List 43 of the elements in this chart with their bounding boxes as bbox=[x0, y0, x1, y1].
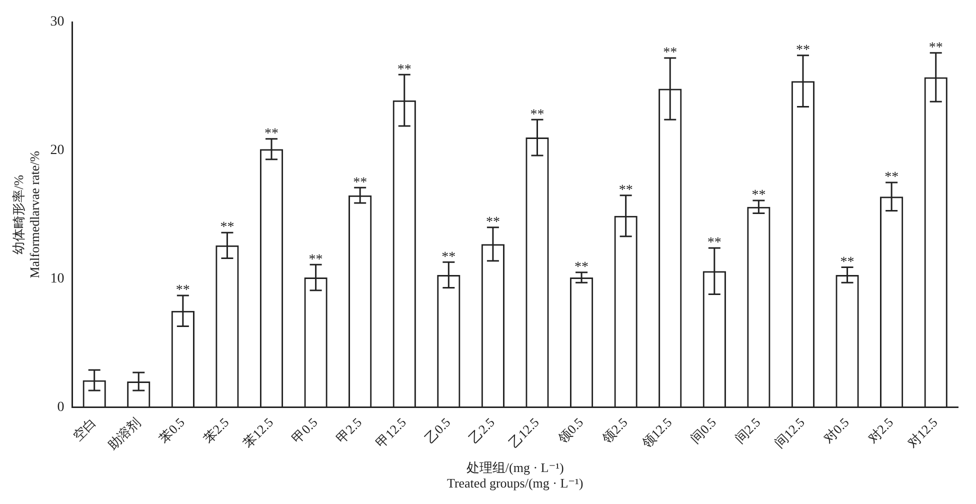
annotation: ** bbox=[220, 220, 234, 236]
x-tick-label: 对12.5 bbox=[904, 414, 940, 451]
annotation: ** bbox=[928, 40, 943, 56]
x-tick-label: 领2.5 bbox=[599, 414, 630, 446]
annotation: ** bbox=[574, 260, 589, 276]
x-tick-label: 领0.5 bbox=[554, 414, 586, 446]
x-tick-label: 甲12.5 bbox=[373, 414, 409, 451]
annotation: ** bbox=[707, 236, 722, 251]
x-tick-label: 甲2.5 bbox=[333, 414, 365, 446]
annotation: ** bbox=[486, 215, 500, 230]
annotation: ** bbox=[308, 252, 323, 268]
x-tick-label: 对0.5 bbox=[820, 414, 852, 446]
annotation: ** bbox=[397, 62, 412, 78]
y-tick-label: 20 bbox=[50, 143, 64, 158]
annotation: ** bbox=[884, 170, 899, 186]
annotation: ** bbox=[176, 283, 190, 298]
x-tick-label: 空白 bbox=[70, 414, 99, 444]
y-tick-label: 0 bbox=[57, 400, 64, 415]
y-tick-label: 10 bbox=[50, 271, 64, 286]
annotation: ** bbox=[530, 107, 544, 122]
annotation: ** bbox=[618, 183, 633, 198]
y-axis-title: 幼体畸形率/% Malformedlarvae rate/% bbox=[11, 150, 42, 278]
annotation: ** bbox=[796, 43, 810, 58]
y-tick-label: 30 bbox=[50, 14, 64, 30]
annotation: ** bbox=[264, 126, 279, 142]
x-tick-label: 间12.5 bbox=[772, 414, 808, 451]
x-tick-label: 苯0.5 bbox=[156, 414, 188, 446]
x-tick-label: 甲0.5 bbox=[289, 414, 320, 446]
x-tick-label: 乙0.5 bbox=[422, 414, 454, 446]
x-tick-label: 助溶剂 bbox=[104, 414, 144, 453]
x-tick-label: 苯2.5 bbox=[200, 414, 232, 446]
annotation: ** bbox=[840, 254, 854, 270]
x-tick-label: 对2.5 bbox=[864, 414, 896, 446]
x-tick-label: 乙12.5 bbox=[506, 414, 542, 451]
x-tick-label: 乙2.5 bbox=[466, 414, 498, 446]
annotation: ** bbox=[442, 250, 456, 265]
x-axis-title: 处理组/(mg · L⁻¹) Treated groups/(mg · L⁻¹) bbox=[446, 460, 584, 491]
annotation: ** bbox=[663, 46, 678, 61]
x-tick-label: 间2.5 bbox=[732, 414, 764, 446]
x-tick-label: 间0.5 bbox=[688, 414, 719, 446]
annotation: ** bbox=[752, 188, 766, 204]
annotation: ** bbox=[353, 175, 368, 190]
x-tick-label: 苯12.5 bbox=[240, 414, 276, 451]
